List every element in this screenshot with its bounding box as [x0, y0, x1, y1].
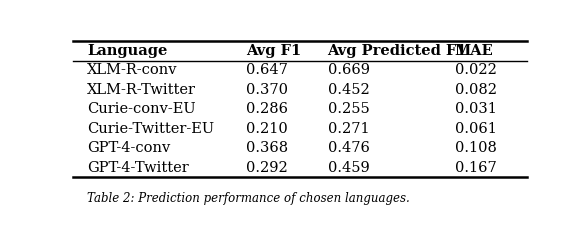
Text: 0.476: 0.476	[328, 141, 369, 155]
Text: Table 2: Prediction performance of chosen languages.: Table 2: Prediction performance of chose…	[87, 192, 410, 205]
Text: Avg F1: Avg F1	[246, 44, 301, 58]
Text: 0.031: 0.031	[455, 102, 496, 116]
Text: Curie-conv-EU: Curie-conv-EU	[87, 102, 196, 116]
Text: 0.082: 0.082	[455, 83, 497, 97]
Text: 0.022: 0.022	[455, 63, 496, 77]
Text: GPT-4-Twitter: GPT-4-Twitter	[87, 160, 189, 175]
Text: 0.286: 0.286	[246, 102, 288, 116]
Text: 0.292: 0.292	[246, 160, 288, 175]
Text: 0.370: 0.370	[246, 83, 288, 97]
Text: XLM-R-Twitter: XLM-R-Twitter	[87, 83, 196, 97]
Text: Curie-Twitter-EU: Curie-Twitter-EU	[87, 122, 214, 136]
Text: 0.647: 0.647	[246, 63, 288, 77]
Text: GPT-4-conv: GPT-4-conv	[87, 141, 170, 155]
Text: MAE: MAE	[455, 44, 493, 58]
Text: 0.669: 0.669	[328, 63, 370, 77]
Text: 0.210: 0.210	[246, 122, 288, 136]
Text: 0.108: 0.108	[455, 141, 496, 155]
Text: 0.255: 0.255	[328, 102, 369, 116]
Text: 0.452: 0.452	[328, 83, 369, 97]
Text: 0.368: 0.368	[246, 141, 288, 155]
Text: 0.271: 0.271	[328, 122, 369, 136]
Text: Language: Language	[87, 44, 167, 58]
Text: 0.061: 0.061	[455, 122, 496, 136]
Text: 0.459: 0.459	[328, 160, 369, 175]
Text: Avg Predicted F1: Avg Predicted F1	[328, 44, 467, 58]
Text: XLM-R-conv: XLM-R-conv	[87, 63, 178, 77]
Text: 0.167: 0.167	[455, 160, 496, 175]
